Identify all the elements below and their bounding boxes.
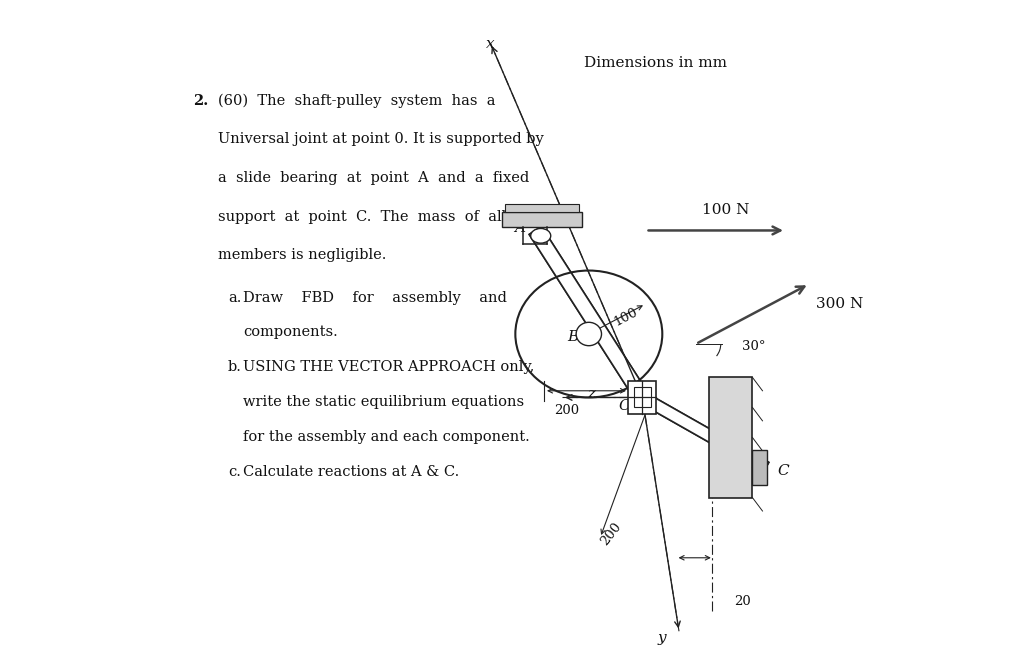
Bar: [709, 377, 753, 498]
Text: for the assembly and each component.: for the assembly and each component.: [244, 430, 530, 444]
Ellipse shape: [530, 228, 551, 243]
Text: c.: c.: [228, 465, 241, 479]
Polygon shape: [639, 392, 769, 473]
Text: B: B: [567, 331, 579, 344]
Polygon shape: [529, 226, 648, 401]
Text: 200: 200: [598, 520, 624, 548]
Text: Dimensions in mm: Dimensions in mm: [584, 57, 727, 70]
Bar: [752, 450, 767, 485]
Text: y: y: [658, 631, 667, 645]
Text: Draw    FBD    for    assembly    and: Draw FBD for assembly and: [244, 291, 507, 305]
Text: components.: components.: [244, 325, 338, 339]
Text: 30°: 30°: [742, 339, 766, 353]
Text: Universal joint at point 0. It is supported by: Universal joint at point 0. It is suppor…: [218, 132, 544, 146]
Text: 300 N: 300 N: [816, 297, 863, 311]
Text: a.: a.: [228, 291, 242, 305]
Ellipse shape: [577, 322, 601, 346]
Text: USING THE VECTOR APPROACH only,: USING THE VECTOR APPROACH only,: [244, 360, 535, 374]
Text: C: C: [778, 464, 790, 478]
Text: a  slide  bearing  at  point  A  and  a  fixed: a slide bearing at point A and a fixed: [218, 171, 529, 185]
Text: Calculate reactions at A & C.: Calculate reactions at A & C.: [244, 465, 460, 479]
Text: support  at  point  C.  The  mass  of  all  the: support at point C. The mass of all the: [218, 210, 540, 224]
Text: (60)  The  shaft-pulley  system  has  a: (60) The shaft-pulley system has a: [218, 94, 496, 108]
Text: x: x: [486, 37, 495, 51]
Text: 200: 200: [554, 405, 580, 418]
Bar: [629, 381, 656, 414]
Text: z: z: [587, 387, 595, 401]
Bar: [502, 212, 582, 227]
Text: O: O: [618, 399, 631, 413]
Text: members is negligible.: members is negligible.: [218, 248, 386, 263]
Text: 100 N: 100 N: [702, 203, 750, 217]
Text: write the static equilibrium equations: write the static equilibrium equations: [244, 395, 524, 409]
Bar: [505, 204, 579, 212]
Text: b.: b.: [228, 360, 242, 374]
Text: 20: 20: [734, 595, 751, 608]
Text: 100: 100: [612, 306, 640, 329]
Bar: [634, 387, 650, 407]
Text: A: A: [514, 222, 524, 235]
Text: 2.: 2.: [193, 94, 208, 108]
